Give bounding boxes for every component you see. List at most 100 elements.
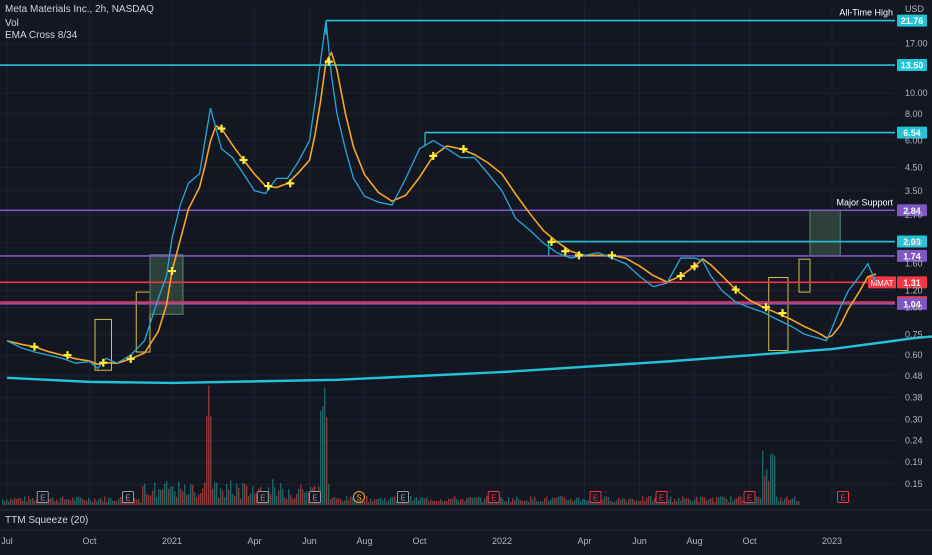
volume-bar (766, 468, 768, 505)
earnings-marker[interactable] (397, 491, 409, 503)
earnings-marker[interactable] (122, 491, 134, 503)
indicator-volume-label[interactable]: Vol (5, 18, 19, 29)
volume-bar (204, 482, 206, 505)
volume-bar (456, 498, 458, 505)
volume-bar (464, 501, 466, 505)
volume-bar (94, 498, 96, 505)
volume-bar (236, 483, 238, 505)
earnings-marker[interactable] (837, 491, 849, 503)
volume-bar (750, 501, 752, 505)
price-line[interactable] (6, 20, 877, 370)
volume-bar (64, 499, 66, 505)
volume-bar (308, 492, 310, 505)
highlight-box (768, 276, 789, 352)
ttm-squeeze-label[interactable]: TTM Squeeze (20) (5, 515, 89, 526)
volume-bar (396, 500, 398, 505)
volume-bar (708, 499, 710, 505)
y-tick-label: 3.50 (905, 186, 923, 196)
volume-bar (520, 499, 522, 505)
volume-bar (206, 416, 208, 505)
volume-bar (576, 497, 578, 505)
earnings-marker[interactable] (256, 491, 269, 503)
volume-bar (52, 497, 54, 505)
earnings-marker[interactable] (487, 491, 500, 503)
volume-bar (460, 498, 462, 505)
volume-bar (324, 387, 326, 505)
volume-bar (92, 501, 94, 505)
ema-cross-marker (324, 57, 333, 66)
y-tick-label: 0.19 (905, 457, 923, 467)
volume-bar (136, 499, 138, 505)
volume-bar (434, 500, 436, 505)
volume-bar (444, 500, 446, 505)
volume-bar (684, 498, 686, 505)
volume-bar (216, 482, 218, 505)
volume-bar (186, 494, 188, 505)
volume-bar (770, 454, 772, 505)
support-curve-line[interactable] (6, 333, 932, 385)
volume-bar (4, 501, 6, 505)
volume-bar (184, 484, 186, 505)
volume-bar (338, 498, 340, 505)
volume-bar (532, 499, 534, 505)
volume-bar (278, 490, 280, 505)
volume-bar (430, 499, 432, 505)
volume-bar (442, 501, 444, 505)
volume-bar (414, 497, 416, 505)
split-marker[interactable] (353, 491, 365, 503)
volume-bar (416, 497, 418, 505)
volume-bar (574, 500, 576, 505)
earnings-marker-label: E (840, 494, 845, 503)
volume-bar (262, 501, 264, 505)
volume-bar (150, 495, 152, 505)
volume-bar (320, 410, 322, 505)
volume-bar (208, 385, 210, 505)
volume-bar (218, 497, 220, 505)
x-tick-label: 2021 (162, 536, 182, 546)
volume-bar (164, 483, 166, 505)
volume-bar (488, 501, 490, 505)
volume-bar (786, 496, 788, 505)
volume-bar (636, 500, 638, 505)
volume-bar (672, 501, 674, 505)
volume-bar (66, 499, 68, 505)
volume-bar (284, 497, 286, 505)
y-tick-label: 0.48 (905, 371, 923, 381)
volume-bar (788, 499, 790, 505)
volume-bar (160, 489, 162, 505)
level-price-tag (897, 14, 927, 27)
volume-bar (72, 497, 74, 505)
y-tick-label: 0.60 (905, 350, 923, 360)
volume-bar (152, 490, 154, 505)
volume-bar (516, 496, 518, 505)
volume-bar (680, 500, 682, 505)
volume-bar (556, 497, 558, 505)
volume-bar (454, 496, 456, 505)
level-price-label: 6.54 (903, 128, 921, 138)
earnings-marker[interactable] (589, 491, 602, 503)
ema-cross-marker (547, 237, 556, 246)
volume-bar (392, 497, 394, 505)
level-price-tag (897, 235, 927, 248)
volume-bar (522, 501, 524, 505)
volume-bar (668, 500, 670, 505)
ema-cross-marker (239, 156, 248, 165)
volume-bar (288, 489, 290, 505)
volume-bar (76, 496, 78, 505)
volume-bar (482, 501, 484, 505)
volume-bar (56, 499, 58, 505)
volume-bar (692, 501, 694, 505)
earnings-marker-label: E (747, 494, 752, 503)
earnings-marker[interactable] (655, 491, 668, 503)
volume-bar (2, 499, 4, 505)
earnings-marker-label: E (491, 494, 496, 503)
earnings-marker[interactable] (309, 491, 321, 503)
volume-bar (534, 496, 536, 505)
level-price-label: 1.31 (903, 278, 921, 288)
ema-line[interactable] (6, 50, 877, 366)
earnings-marker[interactable] (36, 491, 49, 503)
earnings-marker[interactable] (743, 491, 756, 503)
volume-bar (334, 497, 336, 505)
indicator-ema-label[interactable]: EMA Cross 8/34 (5, 30, 78, 41)
